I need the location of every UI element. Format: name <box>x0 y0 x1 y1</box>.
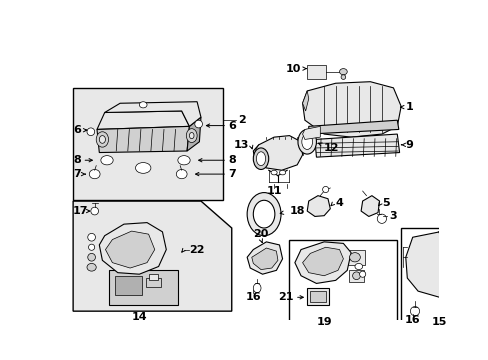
Ellipse shape <box>178 156 190 165</box>
Ellipse shape <box>256 152 265 166</box>
Bar <box>348 270 364 282</box>
Text: 18: 18 <box>289 206 305 216</box>
Text: 20: 20 <box>253 229 268 239</box>
Polygon shape <box>302 126 320 139</box>
Bar <box>145 278 161 287</box>
Ellipse shape <box>349 253 360 262</box>
Bar <box>306 65 326 78</box>
Polygon shape <box>314 134 399 157</box>
Ellipse shape <box>253 283 261 293</box>
Text: 6: 6 <box>73 125 81 135</box>
Text: 12: 12 <box>324 143 339 153</box>
Text: 7: 7 <box>73 169 81 179</box>
Text: 7: 7 <box>228 169 236 179</box>
Ellipse shape <box>87 128 95 136</box>
Text: 11: 11 <box>266 186 281 196</box>
Ellipse shape <box>354 264 362 270</box>
Text: 9: 9 <box>405 140 413 150</box>
Ellipse shape <box>88 244 95 250</box>
Bar <box>310 291 325 302</box>
Ellipse shape <box>479 245 488 254</box>
Polygon shape <box>308 120 398 134</box>
Ellipse shape <box>352 272 360 280</box>
Text: 5: 5 <box>381 198 389 208</box>
Bar <box>148 274 158 280</box>
Ellipse shape <box>270 170 277 175</box>
Polygon shape <box>437 228 452 237</box>
Bar <box>289 239 396 332</box>
Ellipse shape <box>253 148 268 170</box>
Text: 14: 14 <box>131 312 147 322</box>
Ellipse shape <box>87 253 95 261</box>
Text: 2: 2 <box>238 115 245 125</box>
Ellipse shape <box>194 120 202 128</box>
Polygon shape <box>302 247 343 276</box>
Ellipse shape <box>91 207 99 215</box>
Ellipse shape <box>359 271 365 277</box>
Ellipse shape <box>96 132 108 147</box>
Polygon shape <box>405 232 481 297</box>
Text: 19: 19 <box>316 317 331 327</box>
Text: 21: 21 <box>277 292 293 302</box>
Text: 15: 15 <box>431 317 447 327</box>
Ellipse shape <box>477 270 487 279</box>
Ellipse shape <box>189 132 194 139</box>
Ellipse shape <box>135 163 151 173</box>
Polygon shape <box>360 195 379 216</box>
Text: 16: 16 <box>404 315 420 325</box>
Polygon shape <box>246 242 282 274</box>
Polygon shape <box>99 222 166 274</box>
Polygon shape <box>251 248 277 270</box>
Polygon shape <box>253 136 302 170</box>
Text: 22: 22 <box>189 244 204 255</box>
Polygon shape <box>97 126 189 153</box>
Polygon shape <box>306 195 329 216</box>
Ellipse shape <box>409 306 419 316</box>
Ellipse shape <box>87 233 95 241</box>
Ellipse shape <box>341 75 345 80</box>
Ellipse shape <box>279 170 285 175</box>
Ellipse shape <box>481 259 488 266</box>
Bar <box>345 249 364 265</box>
Ellipse shape <box>186 129 197 143</box>
Ellipse shape <box>339 69 346 75</box>
Polygon shape <box>104 102 201 126</box>
Polygon shape <box>187 117 201 151</box>
Bar <box>108 270 178 305</box>
Text: 16: 16 <box>245 292 261 302</box>
Ellipse shape <box>139 102 147 108</box>
Ellipse shape <box>89 170 100 179</box>
Ellipse shape <box>322 186 328 193</box>
Text: 3: 3 <box>389 211 396 221</box>
Text: 1: 1 <box>405 102 413 112</box>
Ellipse shape <box>301 134 312 149</box>
Text: 10: 10 <box>285 64 301 73</box>
Ellipse shape <box>377 214 386 223</box>
Text: 17: 17 <box>73 206 88 216</box>
Polygon shape <box>97 111 189 130</box>
Polygon shape <box>302 82 400 137</box>
Ellipse shape <box>253 200 274 228</box>
Polygon shape <box>105 231 154 268</box>
Bar <box>73 88 223 199</box>
Ellipse shape <box>99 136 105 143</box>
Text: 6: 6 <box>228 121 236 131</box>
Polygon shape <box>73 201 231 311</box>
Text: 13: 13 <box>234 140 249 150</box>
Ellipse shape <box>87 264 96 271</box>
Ellipse shape <box>246 193 281 236</box>
Ellipse shape <box>176 170 187 179</box>
Ellipse shape <box>297 130 316 154</box>
Bar <box>115 276 142 295</box>
Text: 4: 4 <box>335 198 343 208</box>
Polygon shape <box>302 91 308 111</box>
Bar <box>400 228 488 332</box>
Text: 8: 8 <box>228 155 236 165</box>
Text: 8: 8 <box>73 155 81 165</box>
Bar <box>306 288 328 305</box>
Polygon shape <box>294 242 350 283</box>
Ellipse shape <box>101 156 113 165</box>
